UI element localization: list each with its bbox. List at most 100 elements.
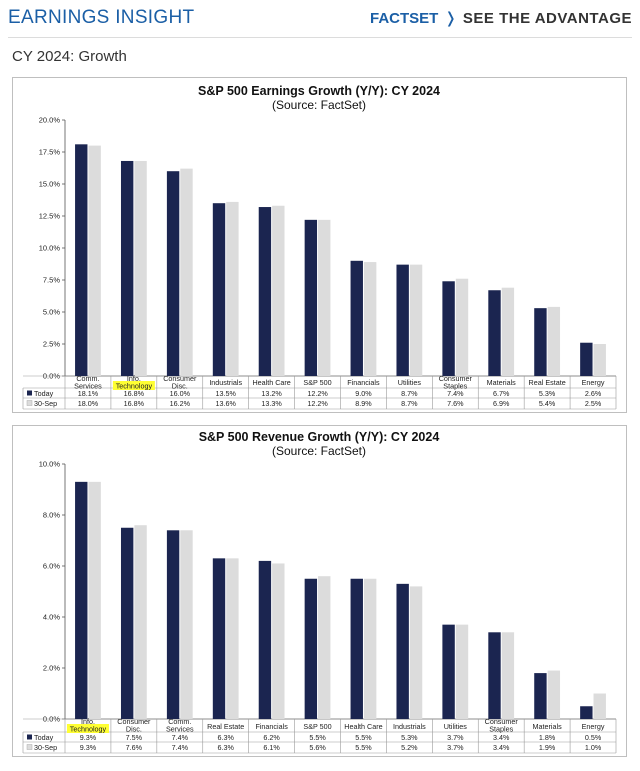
data-label-30-sep: 5.2% <box>401 743 418 752</box>
data-label-today: 7.4% <box>447 389 464 398</box>
data-label-30-sep: 9.3% <box>80 743 97 752</box>
category-label: Health Care <box>344 722 382 731</box>
bar-today <box>534 673 547 719</box>
data-label-today: 18.1% <box>78 389 99 398</box>
data-label-30-sep: 8.7% <box>401 399 418 408</box>
category-label: Health Care <box>252 378 290 387</box>
data-label-30-sep: 18.0% <box>78 399 99 408</box>
bar-today <box>166 530 180 719</box>
bar-30-sep <box>272 563 285 719</box>
bar-today <box>212 558 226 719</box>
y-tick-label: 7.5% <box>43 276 60 285</box>
bar-30-sep <box>134 525 147 719</box>
data-label-today: 6.7% <box>493 389 510 398</box>
data-label-today: 3.4% <box>493 733 510 742</box>
bar-today <box>580 342 593 376</box>
category-label: Energy <box>582 722 605 731</box>
brand-logo: FACTSET ❭ SEE THE ADVANTAGE <box>370 9 632 27</box>
category-label: Disc. <box>126 725 142 734</box>
bar-30-sep <box>547 670 561 719</box>
data-label-today: 7.5% <box>126 733 143 742</box>
bar-30-sep <box>593 344 606 376</box>
data-label-30-sep: 13.6% <box>216 399 237 408</box>
data-label-today: 3.7% <box>447 733 464 742</box>
data-label-today: 5.5% <box>309 733 326 742</box>
bar-30-sep <box>409 264 423 376</box>
category-label: Real Estate <box>529 378 566 387</box>
bar-today <box>304 578 318 719</box>
data-label-today: 9.3% <box>80 733 97 742</box>
data-label-30-sep: 16.2% <box>170 399 191 408</box>
y-tick-label: 2.0% <box>43 664 60 673</box>
data-label-today: 16.0% <box>170 389 191 398</box>
category-label: Materials <box>533 722 563 731</box>
bar-30-sep <box>409 586 423 719</box>
category-label: Financials <box>255 722 288 731</box>
legend-key <box>26 400 33 406</box>
category-label: Energy <box>582 378 605 387</box>
data-label-30-sep: 7.4% <box>172 743 189 752</box>
bar-30-sep <box>272 205 285 376</box>
bar-30-sep <box>180 168 193 376</box>
category-label: Info. <box>81 717 95 726</box>
bar-today <box>488 290 501 376</box>
category-label: S&P 500 <box>303 378 331 387</box>
bar-today <box>488 632 501 719</box>
category-label: Services <box>74 382 102 391</box>
data-label-30-sep: 1.0% <box>585 743 602 752</box>
earnings-growth-chart-panel: S&P 500 Earnings Growth (Y/Y): CY 2024 (S… <box>12 77 627 413</box>
bar-today <box>442 624 455 719</box>
data-label-30-sep: 6.3% <box>218 743 235 752</box>
bar-30-sep <box>134 160 147 376</box>
bar-30-sep <box>318 576 331 719</box>
chart-title: S&P 500 Revenue Growth (Y/Y): CY 2024 <box>199 430 440 444</box>
bar-30-sep <box>88 145 101 376</box>
y-tick-label: 8.0% <box>43 511 60 520</box>
bar-30-sep <box>226 201 239 376</box>
data-label-30-sep: 2.5% <box>585 399 602 408</box>
category-label: Consumer <box>485 717 519 726</box>
category-label: Staples <box>443 382 467 391</box>
bar-today <box>304 219 318 376</box>
category-label: Staples <box>489 725 513 734</box>
data-label-30-sep: 5.4% <box>539 399 556 408</box>
category-label: Utilities <box>398 378 422 387</box>
header-divider <box>8 37 632 38</box>
legend-key <box>26 744 33 750</box>
category-label: Consumer <box>117 717 151 726</box>
data-label-30-sep: 3.7% <box>447 743 464 752</box>
data-label-30-sep: 5.6% <box>309 743 326 752</box>
y-tick-label: 5.0% <box>43 308 60 317</box>
brand-name: FACTSET <box>370 10 439 27</box>
data-label-today: 5.3% <box>539 389 556 398</box>
category-label: Disc. <box>172 382 188 391</box>
bar-30-sep <box>501 287 515 376</box>
bar-30-sep <box>455 278 469 376</box>
data-label-30-sep: 16.8% <box>124 399 145 408</box>
bar-today <box>442 281 455 376</box>
legend-key <box>27 390 32 396</box>
bar-30-sep <box>226 558 239 719</box>
legend-label: Today <box>34 389 54 398</box>
data-label-30-sep: 8.9% <box>355 399 372 408</box>
bar-30-sep <box>455 624 469 719</box>
data-label-today: 6.2% <box>263 733 280 742</box>
category-label: Consumer <box>439 374 473 383</box>
y-tick-label: 6.0% <box>43 562 60 571</box>
section-title: CY 2024: Growth <box>12 48 127 65</box>
category-label: Industrials <box>393 722 426 731</box>
category-label: Industrials <box>209 378 242 387</box>
data-label-today: 13.2% <box>261 389 282 398</box>
y-tick-label: 20.0% <box>39 116 61 125</box>
data-label-today: 16.8% <box>124 389 145 398</box>
bar-30-sep <box>88 481 101 719</box>
data-label-30-sep: 7.6% <box>126 743 143 752</box>
data-label-today: 13.5% <box>216 389 237 398</box>
data-label-30-sep: 6.9% <box>493 399 510 408</box>
data-label-today: 5.3% <box>401 733 418 742</box>
bar-30-sep <box>180 530 193 719</box>
bar-today <box>75 481 88 719</box>
bar-today <box>534 308 547 376</box>
category-label: Comm. <box>76 374 99 383</box>
y-tick-label: 2.5% <box>43 340 60 349</box>
